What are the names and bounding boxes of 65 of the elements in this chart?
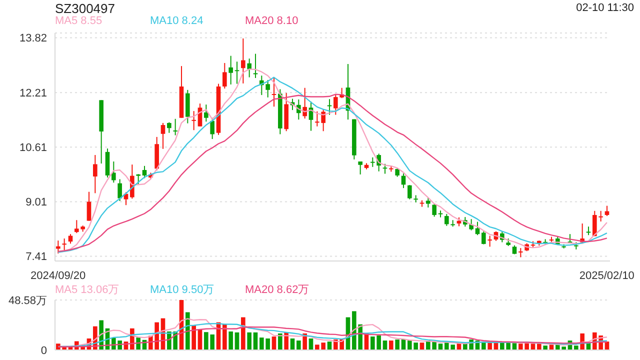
bar	[395, 340, 400, 350]
candlestick	[160, 122, 166, 150]
bar	[302, 333, 307, 350]
y-tick-label: 0	[40, 344, 47, 357]
candlestick	[247, 58, 252, 78]
candlestick	[192, 110, 196, 131]
candlestick	[272, 77, 276, 108]
candlestick	[86, 191, 92, 222]
candlestick	[241, 38, 246, 84]
text: MA10 8.24	[150, 15, 204, 29]
candlestick	[93, 154, 98, 194]
candlestick	[105, 148, 110, 178]
candlestick	[382, 163, 388, 174]
bar	[192, 325, 196, 350]
bar	[186, 312, 190, 350]
y-tick-label: 9.01	[26, 196, 47, 209]
candlestick	[142, 165, 147, 179]
text: MA5 13.06万	[55, 283, 120, 296]
candlestick	[167, 122, 172, 134]
bar	[296, 340, 301, 350]
bar	[222, 324, 227, 350]
text: MA20 8.10	[245, 15, 300, 29]
y-tick-label: 13.82	[19, 32, 47, 45]
candlestick	[444, 213, 449, 226]
text: MA10 9.50万	[150, 283, 216, 296]
bar	[228, 331, 233, 350]
candlestick	[488, 235, 492, 248]
bar	[278, 333, 282, 350]
candlestick	[136, 174, 140, 184]
candlestick	[222, 62, 227, 90]
candlestick	[482, 230, 486, 245]
candlestick	[408, 184, 412, 200]
candlestick	[186, 89, 190, 124]
bar	[543, 346, 548, 350]
bar	[389, 340, 394, 350]
candlestick	[234, 61, 240, 84]
x-tick-label: 2025/02/10	[579, 270, 634, 282]
candlestick	[426, 197, 430, 208]
candlestick	[62, 238, 66, 251]
bar	[537, 344, 542, 350]
y-tick-label: 7.41	[26, 251, 47, 264]
candlestick	[432, 204, 436, 218]
candlestick	[118, 178, 122, 202]
text: 02-10 11:30	[576, 2, 634, 14]
bar	[247, 332, 252, 350]
candlestick	[173, 118, 178, 136]
candlestick	[204, 104, 208, 122]
chart-title: SZ300497	[55, 1, 115, 16]
y-tick-label: 12.21	[19, 88, 47, 100]
candlestick	[518, 248, 523, 258]
y-tick-label: 48.58万	[8, 294, 47, 307]
y-tick-label: 10.61	[19, 142, 47, 154]
text: MA20 8.62万	[245, 283, 310, 296]
candlestick	[414, 194, 418, 203]
candlestick	[469, 218, 474, 231]
bar	[241, 317, 246, 350]
x-tick-label: 2024/09/20	[30, 270, 86, 282]
bar	[574, 346, 578, 350]
candlestick	[327, 98, 332, 116]
bar	[488, 342, 492, 350]
candlestick	[604, 205, 610, 217]
candlestick	[112, 160, 116, 184]
text: MA5 8.55	[55, 15, 104, 29]
candlestick	[228, 55, 233, 85]
candlestick	[358, 160, 362, 175]
